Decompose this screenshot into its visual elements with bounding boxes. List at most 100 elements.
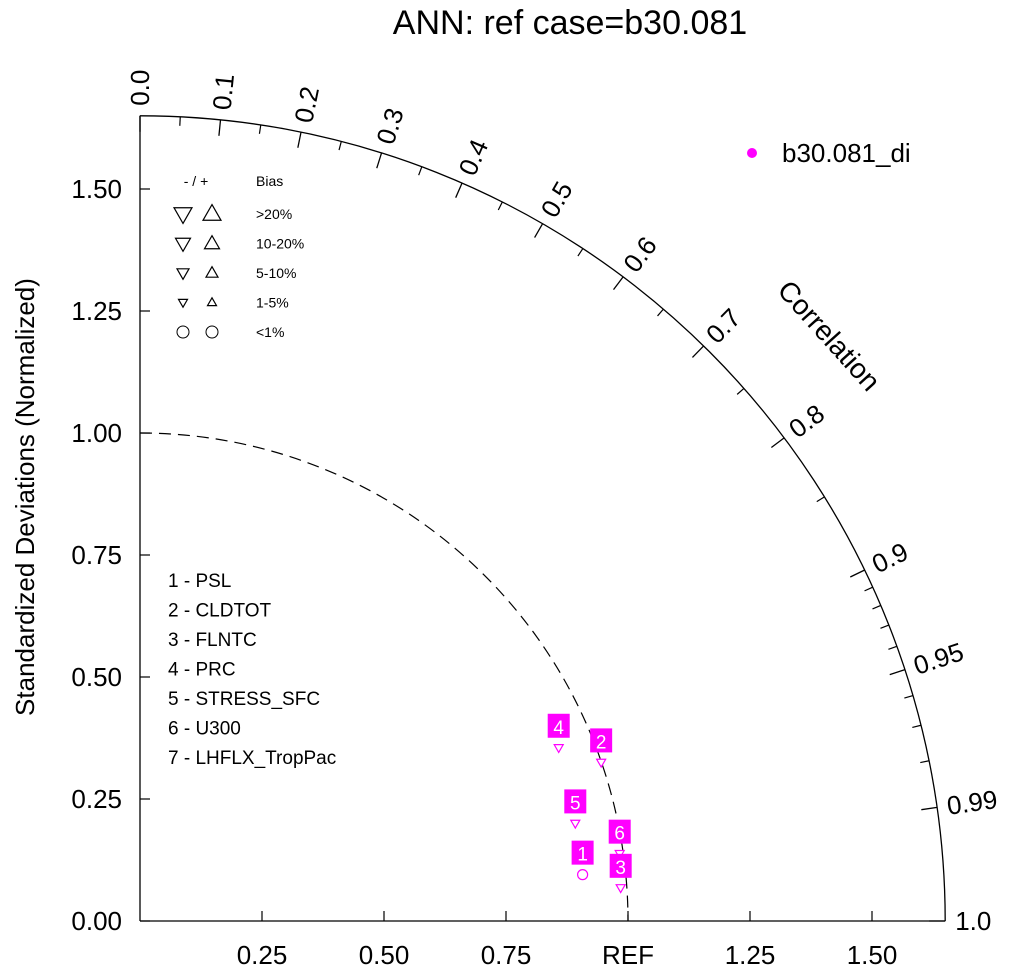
- y-tick-label: 1.25: [71, 296, 122, 326]
- data-point-label: 2: [596, 732, 607, 753]
- variable-list: 1 - PSL 2 - CLDTOT 3 - FLNTC 4 - PRC 5 - STR…: [168, 571, 336, 769]
- bias-legend-circle: [176, 325, 190, 339]
- bias-legend-label: 5-10%: [256, 265, 296, 281]
- correlation-label: 0.2: [288, 84, 325, 125]
- correlation-tick: [691, 345, 705, 358]
- y-tick-label: 1.00: [71, 418, 122, 448]
- x-tick-label: 0.75: [481, 940, 532, 970]
- data-point-label: 4: [553, 718, 564, 739]
- correlation-label: 0.95: [910, 636, 967, 680]
- y-tick-label: 1.50: [71, 174, 122, 204]
- correlation-minor-tick: [497, 201, 503, 211]
- correlation-tick: [889, 668, 906, 676]
- correlation-tick: [921, 806, 938, 811]
- correlation-label: 0.4: [452, 135, 494, 180]
- bias-legend-sign-header: - / +: [184, 173, 209, 189]
- correlation-minor-tick: [888, 645, 898, 650]
- data-point-label-box: [564, 789, 587, 814]
- chart-title: ANN: ref case=b30.081: [393, 4, 747, 42]
- bias-legend-down-triangle: [175, 268, 191, 281]
- variable-list-item: 1 - PSL: [168, 571, 231, 592]
- x-ticks: 0.25 0.50 0.75 1.25 1.50 REF: [237, 911, 898, 970]
- correlation-minor-tick: [736, 387, 745, 395]
- series-legend-marker: [747, 148, 757, 158]
- axes: [139, 115, 946, 922]
- correlation-label: 0.5: [535, 176, 579, 222]
- bias-legend-down-triangle: [177, 298, 189, 309]
- x-tick-label: 1.25: [725, 940, 776, 970]
- correlation-minor-tick: [904, 694, 914, 699]
- correlation-label: 0.7: [700, 303, 747, 350]
- correlation-label: 0.1: [207, 72, 240, 111]
- ref-tick-label: REF: [602, 940, 654, 970]
- series-legend-label: b30.081_di: [782, 138, 911, 168]
- data-point-label-box: [571, 840, 594, 865]
- correlation-tick: [297, 131, 302, 148]
- bias-legend-down-triangle: [174, 237, 192, 253]
- data-point-marker: [577, 869, 589, 881]
- correlation-tick: [613, 276, 624, 291]
- bias-legend-label: 10-20%: [256, 236, 304, 252]
- correlation-minor-tick: [816, 496, 825, 503]
- correlation-minor-tick: [338, 141, 342, 151]
- y-tick-label: 0.25: [71, 784, 122, 814]
- correlation-label: 0.8: [783, 398, 830, 444]
- bias-legend-up-triangle: [201, 203, 223, 221]
- correlation-tick: [770, 437, 785, 449]
- data-point-marker: [569, 819, 581, 830]
- data-point-label-box: [608, 819, 631, 844]
- correlation-minor-tick: [418, 166, 423, 176]
- y-tick-label: 0.75: [71, 540, 122, 570]
- y-axis-label: Standardized Deviations (Normalized): [10, 278, 40, 716]
- bias-legend-label: 1-5%: [256, 295, 289, 311]
- ref-arc: [139, 432, 629, 922]
- data-point-label-box: [547, 713, 570, 738]
- bias-legend-up-triangle: [203, 234, 221, 250]
- data-point-marker: [614, 849, 626, 860]
- correlation-label: 0.6: [617, 231, 663, 278]
- x-tick-label: 1.50: [847, 940, 898, 970]
- data-point-label-box: [609, 853, 632, 878]
- bias-legend-label: <1%: [256, 324, 284, 340]
- correlation-label: 0.99: [945, 784, 999, 821]
- x-tick-label: 0.50: [359, 940, 410, 970]
- variable-list-item: 3 - FLNTC: [168, 630, 257, 651]
- y-ticks: 0.00 0.25 0.50 0.75 1.00 1.25 1.50: [71, 174, 150, 936]
- bias-legend-bias-header: Bias: [256, 173, 283, 189]
- correlation-minor-tick: [920, 760, 930, 764]
- correlation-tick: [455, 182, 463, 198]
- variable-list-item: 7 - LHFLX_TropPac: [168, 748, 336, 769]
- variable-list-item: 6 - U300: [168, 719, 241, 740]
- correlation-label: 0.9: [867, 536, 913, 579]
- correlation-tick: [534, 223, 544, 238]
- y-tick-label: 0.00: [71, 906, 122, 936]
- correlation-label: 0.3: [370, 104, 409, 147]
- correlation-tick: [849, 569, 865, 578]
- data-point-label: 3: [615, 858, 626, 879]
- data-point-marker: [553, 744, 565, 754]
- correlation-axis-label: Correlation: [772, 274, 887, 397]
- variable-list-item: 5 - STRESS_SFC: [168, 689, 320, 710]
- series-legend: b30.081_di: [747, 138, 911, 168]
- correlation-tick: [376, 152, 383, 169]
- correlation-minor-tick: [864, 586, 873, 592]
- bias-legend-up-triangle: [204, 265, 220, 278]
- correlation-minor-tick: [872, 604, 882, 610]
- bias-legend-circle: [205, 325, 219, 339]
- correlation-label: 0.0: [125, 70, 155, 106]
- correlation-tick: [218, 119, 222, 136]
- bias-legend-up-triangle: [206, 296, 218, 307]
- data-point-marker: [595, 758, 607, 769]
- bias-legend: - / + Bias >20% 10-20% 5-10% 1-5% <1%: [172, 173, 304, 340]
- correlation-minor-tick: [258, 124, 262, 134]
- data-point-label: 5: [570, 793, 581, 814]
- y-tick-label: 0.50: [71, 662, 122, 692]
- variable-list-item: 2 - CLDTOT: [168, 601, 272, 622]
- data-point-label: 1: [577, 845, 588, 866]
- correlation-scale: 0.0 0.1 0.2 0.3 0.4 0.5 0.6 0.7 0.8 0.9 0.95 0.99 1.…: [125, 70, 999, 936]
- data-point-label: 6: [614, 824, 625, 845]
- correlation-label: 1.0: [955, 906, 991, 936]
- correlation-minor-tick: [912, 724, 922, 729]
- x-tick-label: 0.25: [237, 940, 288, 970]
